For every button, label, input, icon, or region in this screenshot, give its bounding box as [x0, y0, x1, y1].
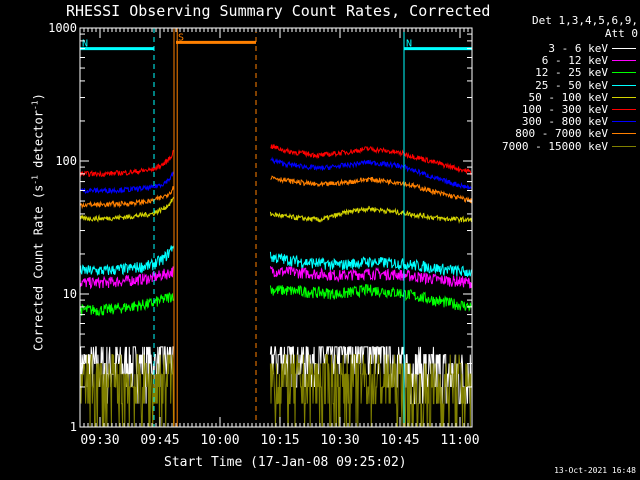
legend-swatch: [612, 48, 636, 49]
x-tick-label: 10:00: [200, 433, 239, 448]
series-line: [79, 156, 472, 195]
flag-label: S: [178, 32, 184, 43]
series-line: [79, 175, 472, 210]
legend-swatch: [612, 96, 636, 98]
series-line: [79, 245, 472, 277]
legend-swatch: [612, 84, 636, 86]
series-line: [79, 266, 472, 290]
detector-list: Det 1,3,4,5,6,9,: [532, 14, 638, 27]
y-tick-label: 1000: [48, 21, 77, 35]
legend-item: 300 - 800 keV: [476, 115, 638, 129]
legend-item: 12 - 25 keV: [476, 66, 638, 80]
y-axis-title-text: Corrected Count Rate (s: [31, 184, 46, 351]
series-line: [79, 196, 472, 224]
x-tick-label: 09:30: [80, 433, 119, 448]
legend-item: 6 - 12 keV: [476, 54, 638, 68]
x-tick-label: 09:45: [140, 433, 179, 448]
x-tick-label: 10:15: [260, 433, 299, 448]
legend-item: 800 - 7000 keV: [476, 127, 638, 141]
legend-swatch: [612, 60, 636, 62]
y-tick-label: 100: [55, 154, 77, 168]
y-axis-title: Corrected Count Rate (s-1 detector-1): [31, 93, 46, 351]
legend-label: 6 - 12 keV: [541, 54, 608, 68]
series-line: [79, 283, 472, 317]
y-tick-label: 10: [63, 287, 77, 301]
x-tick-label: 10:45: [380, 433, 419, 448]
legend-label: 7000 - 15000 keV: [502, 139, 608, 153]
attenuator-state: Att 0: [604, 27, 638, 40]
legend-item: 3 - 6 keV: [476, 42, 638, 55]
legend-label: 50 - 100 keV: [528, 90, 608, 104]
legend-label: 100 - 300 keV: [521, 102, 608, 116]
y-axis-exponent: -1: [30, 175, 40, 185]
legend-label: 12 - 25 keV: [535, 66, 608, 80]
x-tick-label: 11:00: [440, 433, 479, 448]
series-line: [79, 143, 472, 178]
legend-swatch: [612, 72, 636, 74]
legend-label: 300 - 800 keV: [521, 115, 608, 129]
legend-item: 100 - 300 keV: [476, 102, 638, 116]
y-axis-exponent: -1: [30, 100, 40, 111]
legend-label: 800 - 7000 keV: [515, 127, 608, 141]
chart-title: RHESSI Observing Summary Count Rates, Co…: [66, 2, 491, 20]
x-axis-title: Start Time (17-Jan-08 09:25:02): [164, 455, 407, 470]
legend-item: 50 - 100 keV: [476, 90, 638, 104]
legend-label: 3 - 6 keV: [548, 42, 608, 55]
legend-label: 25 - 50 keV: [535, 78, 608, 92]
legend: 3 - 6 keV 6 - 12 keV 12 - 25 keV 25 - 50 ke…: [476, 42, 638, 153]
flag-label: N: [406, 39, 412, 50]
generated-timestamp: 13-Oct-2021 16:48: [554, 466, 636, 475]
x-tick-label: 10:30: [320, 433, 359, 448]
legend-swatch: [612, 108, 636, 110]
y-axis-title-text: detector: [31, 110, 46, 176]
legend-swatch: [612, 145, 636, 147]
legend-item: 25 - 50 keV: [476, 78, 638, 92]
legend-item: 7000 - 15000 keV: [476, 139, 638, 153]
legend-swatch: [612, 121, 636, 123]
y-tick-label: 1: [70, 420, 77, 434]
legend-swatch: [612, 133, 636, 135]
flag-label: N: [82, 39, 88, 50]
y-axis-title-text: ): [31, 93, 46, 101]
